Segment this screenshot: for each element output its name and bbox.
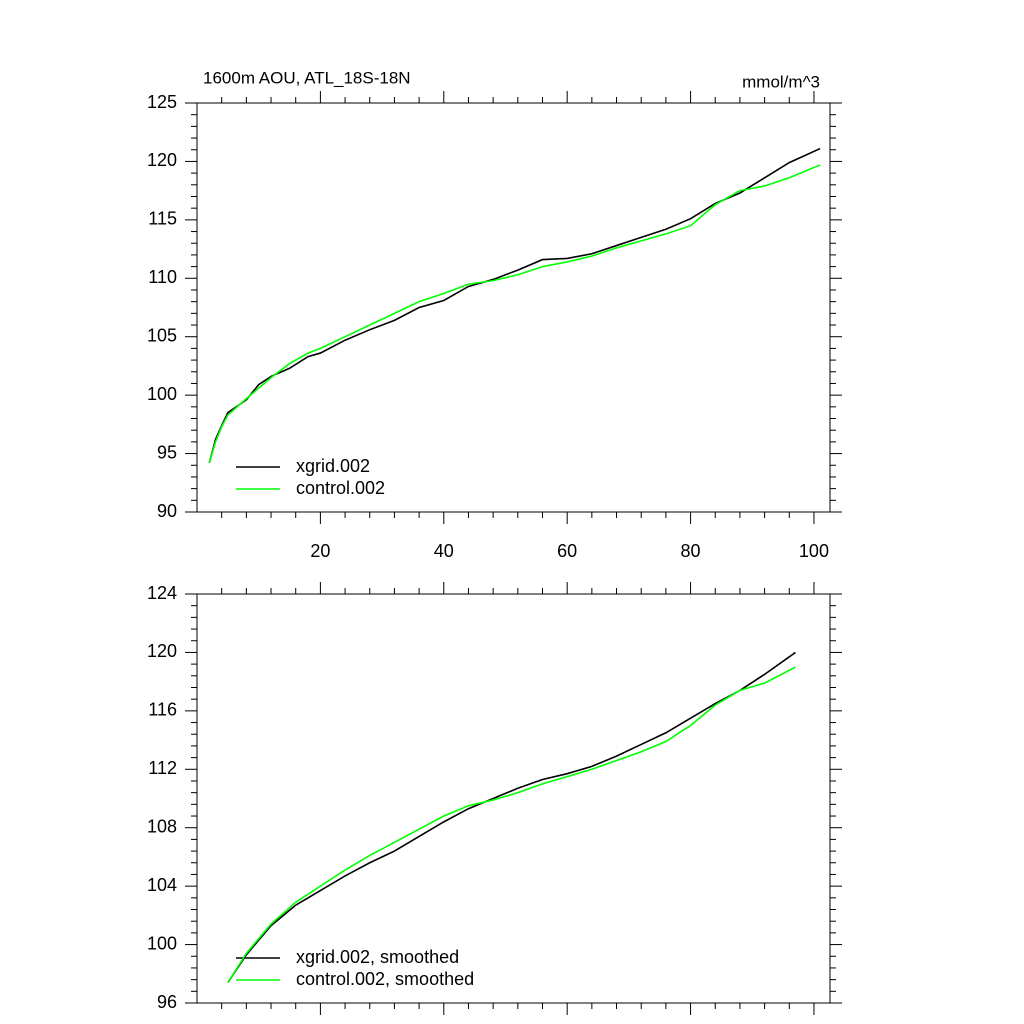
y-tick-label: 116 [148,700,177,720]
x-tick-label: 60 [557,541,577,561]
y-tick-label: 100 [147,933,177,953]
y-tick-label: 110 [148,267,177,287]
series-line [208,164,821,464]
legend-label: xgrid.002, smoothed [296,947,459,967]
y-tick-label: 104 [147,875,177,895]
units-label: mmol/m^3 [742,72,820,91]
y-tick-label: 124 [147,583,177,603]
x-tick-label: 80 [681,541,701,561]
legend-label: control.002, smoothed [296,969,474,989]
x-tick-label: 40 [434,541,454,561]
y-tick-label: 90 [157,501,177,521]
legend-label: control.002 [296,478,385,498]
x-tick-label: 100 [799,541,829,561]
series-line [227,666,796,983]
series-line [227,651,796,983]
y-tick-label: 120 [147,641,177,661]
y-tick-label: 120 [147,150,177,170]
x-tick-label: 20 [310,541,330,561]
y-tick-label: 100 [147,384,177,404]
y-tick-label: 96 [157,992,177,1012]
y-tick-label: 108 [147,816,177,836]
y-tick-label: 125 [147,92,177,112]
y-tick-label: 105 [147,325,177,345]
series-line [208,147,821,464]
plot-frame [196,102,831,513]
chart-title: 1600m AOU, ATL_18S-18N [203,68,411,87]
y-tick-label: 95 [157,442,177,462]
legend-label: xgrid.002 [296,456,370,476]
y-tick-label: 115 [148,209,177,229]
y-tick-label: 112 [148,758,177,778]
plot-frame [196,593,831,1004]
